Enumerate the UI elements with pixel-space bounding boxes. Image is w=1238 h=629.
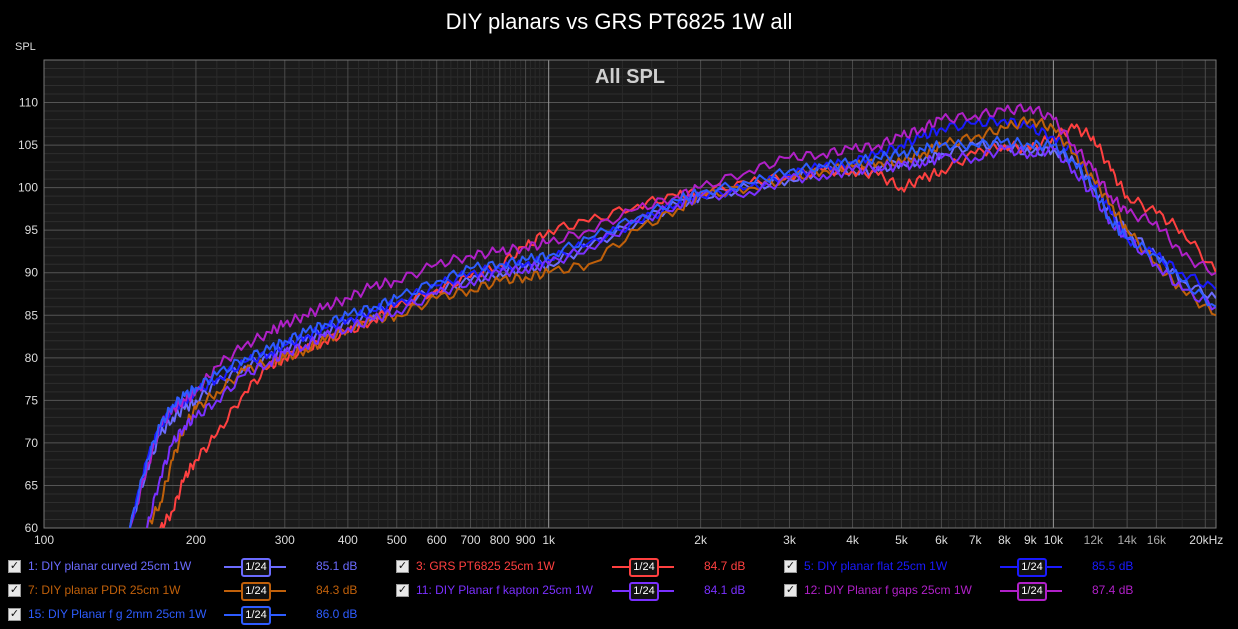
y-tick-label: 90	[25, 266, 39, 280]
x-tick-label: 700	[460, 533, 480, 547]
legend-entry-5: ✓ 5: DIY planar flat 25cm 1W 1/24 85.5 d…	[784, 558, 1154, 578]
x-tick-label: 16k	[1147, 533, 1167, 547]
legend-level: 87.4 dB	[1092, 583, 1134, 597]
chart-subtitle: All SPL	[595, 66, 665, 88]
legend-label: 7: DIY planar PDR 25cm 1W	[28, 583, 181, 597]
smoothing-value: 1/24	[1017, 558, 1047, 577]
legend-label: 12: DIY Planar f gaps 25cm 1W	[804, 583, 972, 597]
smoothing-control[interactable]: 1/24	[224, 558, 286, 577]
smoothing-control[interactable]: 1/24	[1000, 582, 1062, 601]
x-tick-label: 10k	[1044, 533, 1064, 547]
legend-level: 84.7 dB	[704, 559, 746, 573]
x-tick-label: 8k	[998, 533, 1012, 547]
smoothing-value: 1/24	[629, 582, 659, 601]
legend-entry-15: ✓ 15: DIY Planar f g 2mm 25cm 1W 1/24 86…	[8, 606, 378, 626]
x-tick-label: 100	[34, 533, 54, 547]
y-axis-unit-label: SPL	[15, 41, 36, 53]
smoothing-control[interactable]: 1/24	[224, 582, 286, 601]
major-grid	[43, 59, 1217, 529]
smoothing-control[interactable]: 1/24	[612, 558, 674, 577]
legend-panel: ✓ 1: DIY planar curved 25cm 1W 1/24 85.1…	[0, 555, 1238, 629]
y-tick-labels: 60 65 70 75 80 85 90 95 100 105 110	[18, 96, 38, 535]
legend-label: 5: DIY planar flat 25cm 1W	[804, 559, 948, 573]
x-tick-label: 3k	[783, 533, 797, 547]
series-line	[128, 135, 1216, 528]
y-tick-label: 110	[19, 96, 38, 110]
legend-checkbox[interactable]: ✓	[8, 608, 21, 621]
x-tick-label: 200	[186, 533, 206, 547]
smoothing-control[interactable]: 1/24	[1000, 558, 1062, 577]
legend-entry-12: ✓ 12: DIY Planar f gaps 25cm 1W 1/24 87.…	[784, 582, 1154, 602]
chart-title: DIY planars vs GRS PT6825 1W all	[445, 9, 793, 34]
legend-level: 84.3 dB	[316, 583, 358, 597]
legend-label: 3: GRS PT6825 25cm 1W	[416, 559, 555, 573]
legend-entry-3: ✓ 3: GRS PT6825 25cm 1W 1/24 84.7 dB	[396, 558, 766, 578]
y-tick-label: 60	[25, 521, 39, 535]
legend-entry-1: ✓ 1: DIY planar curved 25cm 1W 1/24 85.1…	[8, 558, 378, 578]
smoothing-value: 1/24	[629, 558, 659, 577]
smoothing-control[interactable]: 1/24	[612, 582, 674, 601]
frequency-response-chart: 60 65 70 75 80 85 90 95 100 105 110 100 200 300 400 50…	[18, 59, 1223, 547]
legend-checkbox[interactable]: ✓	[8, 560, 21, 573]
smoothing-value: 1/24	[241, 606, 271, 625]
y-tick-label: 80	[25, 351, 39, 365]
x-tick-label: 800	[490, 533, 510, 547]
legend-entry-11: ✓ 11: DIY Planar f kapton 25cm 1W 1/24 8…	[396, 582, 766, 602]
y-tick-label: 105	[18, 138, 38, 152]
x-tick-label: 1k	[542, 533, 556, 547]
legend-label: 1: DIY planar curved 25cm 1W	[28, 559, 192, 573]
smoothing-control[interactable]: 1/24	[224, 606, 286, 625]
y-tick-label: 95	[25, 223, 39, 237]
x-tick-label: 300	[275, 533, 295, 547]
series-layer	[128, 103, 1216, 528]
y-tick-label: 65	[25, 478, 39, 492]
legend-label: 15: DIY Planar f g 2mm 25cm 1W	[28, 607, 207, 621]
x-tick-label: 9k	[1024, 533, 1038, 547]
y-tick-label: 70	[25, 436, 39, 450]
x-tick-label: 900	[516, 533, 536, 547]
x-tick-label: 5k	[895, 533, 909, 547]
legend-level: 86.0 dB	[316, 607, 358, 621]
x-tick-label: 20kHz	[1189, 533, 1223, 547]
y-tick-label: 75	[25, 393, 39, 407]
x-tick-label: 12k	[1084, 533, 1104, 547]
x-tick-label: 14k	[1117, 533, 1137, 547]
legend-checkbox[interactable]: ✓	[8, 584, 21, 597]
x-tick-label: 2k	[694, 533, 708, 547]
smoothing-value: 1/24	[1017, 582, 1047, 601]
legend-level: 85.1 dB	[316, 559, 358, 573]
smoothing-value: 1/24	[241, 582, 271, 601]
legend-checkbox[interactable]: ✓	[784, 560, 797, 573]
x-tick-label: 4k	[846, 533, 860, 547]
x-tick-label: 7k	[969, 533, 983, 547]
smoothing-value: 1/24	[241, 558, 271, 577]
y-tick-label: 85	[25, 308, 39, 322]
legend-level: 84.1 dB	[704, 583, 746, 597]
legend-checkbox[interactable]: ✓	[784, 584, 797, 597]
legend-checkbox[interactable]: ✓	[396, 560, 409, 573]
plot-frame	[43, 59, 1217, 529]
legend-level: 85.5 dB	[1092, 559, 1134, 573]
x-tick-label: 600	[427, 533, 447, 547]
legend-checkbox[interactable]: ✓	[396, 584, 409, 597]
legend-label: 11: DIY Planar f kapton 25cm 1W	[416, 583, 593, 597]
y-tick-label: 100	[18, 181, 38, 195]
legend-entry-7: ✓ 7: DIY planar PDR 25cm 1W 1/24 84.3 dB	[8, 582, 378, 602]
x-tick-labels: 100 200 300 400 500 600 700 800 900 1k 2k 3k 4k 5k 6k 7…	[34, 533, 1223, 547]
x-tick-label: 500	[387, 533, 407, 547]
x-tick-label: 6k	[935, 533, 949, 547]
series-line	[128, 103, 1216, 528]
x-tick-label: 400	[338, 533, 358, 547]
